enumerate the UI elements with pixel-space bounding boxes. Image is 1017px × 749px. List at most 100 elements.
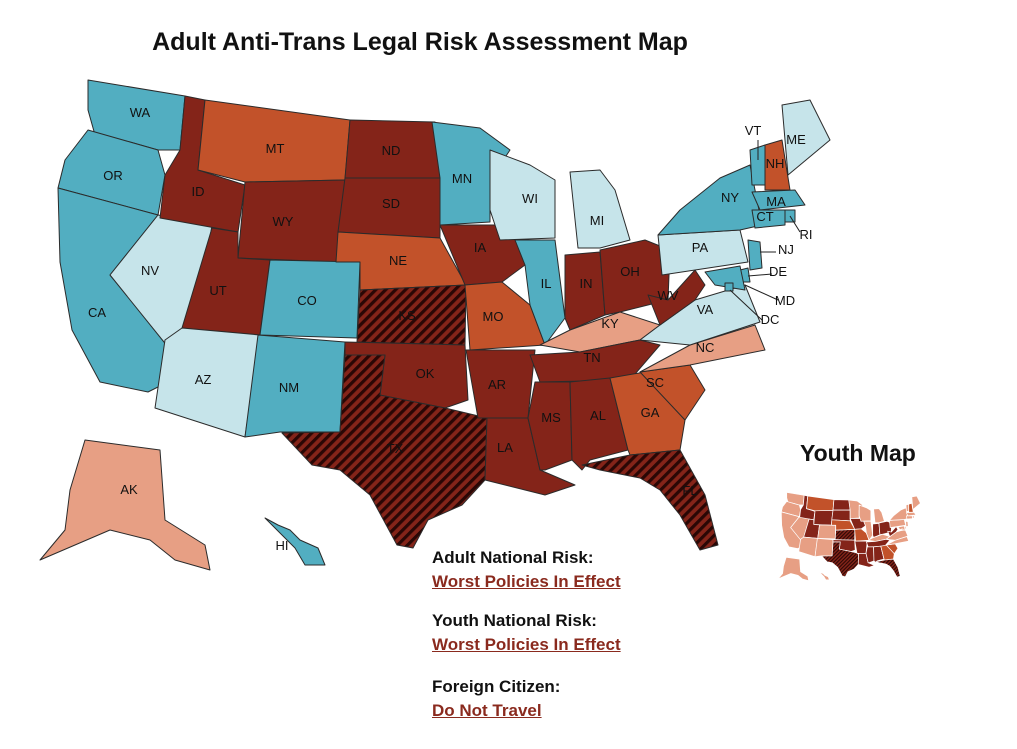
state-nj: [747, 239, 763, 271]
youth-state-dc: [901, 528, 904, 531]
state-label-ky: KY: [601, 316, 619, 331]
state-label-ut: UT: [209, 283, 226, 298]
state-label-wy: WY: [273, 214, 294, 229]
youth-map-title: Youth Map: [800, 440, 916, 466]
foreign-citizen-value: Do Not Travel: [432, 701, 542, 720]
state-label-dc: DC: [761, 312, 780, 327]
state-nm: [244, 334, 346, 438]
state-label-mt: MT: [266, 141, 285, 156]
youth-state-tx: [821, 541, 859, 578]
state-tx: [281, 354, 488, 549]
youth-state-nc: [885, 536, 910, 546]
youth-state-wv: [887, 526, 899, 537]
youth-risk-value: Worst Policies In Effect: [432, 635, 621, 654]
youth-risk-label: Youth National Risk:: [432, 611, 597, 630]
state-hi: [264, 517, 326, 566]
youth-state-wi: [858, 504, 872, 522]
state-fl: [581, 449, 719, 551]
leader-line: [789, 215, 801, 233]
state-label-id: ID: [192, 184, 205, 199]
state-label-ia: IA: [474, 240, 487, 255]
youth-state-ks: [834, 529, 856, 541]
state-label-md: MD: [775, 293, 795, 308]
youth-state-nm: [814, 538, 834, 558]
youth-state-fl: [875, 558, 901, 578]
foreign-citizen-label: Foreign Citizen:: [432, 677, 561, 696]
state-mi: [569, 169, 631, 249]
youth-state-az: [798, 536, 819, 558]
state-label-in: IN: [580, 276, 593, 291]
state-label-mn: MN: [452, 171, 472, 186]
state-label-tn: TN: [583, 350, 600, 365]
state-label-me: ME: [786, 132, 806, 147]
state-label-la: LA: [497, 440, 513, 455]
state-label-nv: NV: [141, 263, 159, 278]
youth-state-vt: [905, 503, 910, 512]
state-label-va: VA: [697, 302, 714, 317]
state-label-ny: NY: [721, 190, 739, 205]
youth-state-mt: [806, 495, 835, 512]
youth-state-co: [817, 524, 837, 540]
state-wv: [647, 269, 706, 326]
state-in: [564, 251, 606, 331]
youth-state-mi: [873, 508, 885, 524]
state-label-ar: AR: [488, 377, 506, 392]
state-label-ne: NE: [389, 253, 407, 268]
youth-national-risk: Youth National Risk: Worst Policies In E…: [432, 611, 621, 655]
state-label-sd: SD: [382, 196, 400, 211]
state-md: [704, 265, 746, 291]
state-label-co: CO: [297, 293, 317, 308]
youth-state-md: [897, 525, 906, 531]
state-ma: [751, 189, 806, 211]
state-label-fl: FL: [682, 483, 697, 498]
youth-state-ma: [906, 511, 917, 517]
state-label-or: OR: [103, 168, 123, 183]
state-label-tx: TX: [387, 441, 404, 456]
state-label-nm: NM: [279, 380, 299, 395]
state-label-ga: GA: [641, 405, 660, 420]
state-label-sc: SC: [646, 375, 664, 390]
state-label-nd: ND: [382, 143, 401, 158]
state-wi: [489, 149, 556, 241]
youth-state-me: [911, 495, 921, 510]
map-title: Adult Anti-Trans Legal Risk Assessment M…: [152, 28, 688, 56]
youth-state-hi: [818, 571, 830, 581]
state-label-pa: PA: [692, 240, 709, 255]
state-label-nh: NH: [766, 156, 785, 171]
adult-risk-label: Adult National Risk:: [432, 548, 594, 567]
adult-national-risk: Adult National Risk: Worst Policies In E…: [432, 548, 621, 592]
state-label-wa: WA: [130, 105, 151, 120]
state-or: [57, 129, 166, 216]
youth-risk-map: [777, 492, 921, 582]
state-label-nj: NJ: [778, 242, 794, 257]
youth-state-nd: [832, 499, 851, 511]
state-az: [154, 327, 261, 438]
youth-state-ny: [889, 507, 909, 521]
state-ak: [39, 439, 211, 571]
youth-state-ak: [777, 556, 810, 582]
state-label-il: IL: [541, 276, 552, 291]
state-label-nc: NC: [696, 340, 715, 355]
state-dc: [724, 282, 734, 292]
state-label-oh: OH: [620, 264, 640, 279]
state-nc: [639, 324, 766, 373]
youth-state-wy: [813, 510, 834, 526]
state-ny: [657, 164, 763, 236]
foreign-citizen-risk: Foreign Citizen: Do Not Travel: [432, 677, 560, 721]
state-label-ks: KS: [398, 308, 416, 323]
youth-state-ar: [854, 540, 868, 554]
state-ct: [751, 209, 786, 229]
youth-state-sd: [831, 509, 851, 522]
state-label-al: AL: [590, 408, 606, 423]
state-label-ri: RI: [800, 227, 813, 242]
state-me: [781, 99, 831, 176]
youth-state-nj: [905, 520, 909, 528]
state-label-mi: MI: [590, 213, 604, 228]
state-label-ms: MS: [541, 410, 561, 425]
adult-risk-value: Worst Policies In Effect: [432, 572, 621, 591]
state-label-wv: WV: [658, 288, 679, 303]
leader-line: [729, 289, 763, 321]
leader-line: [744, 284, 779, 301]
state-label-mo: MO: [483, 309, 504, 324]
